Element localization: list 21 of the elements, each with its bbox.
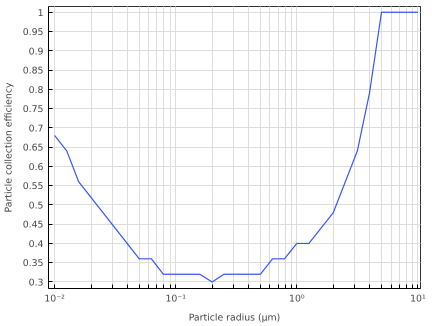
- y-tick-label: 0.6: [28, 162, 44, 173]
- y-tick-label: 1: [38, 8, 44, 19]
- y-axis-title: Particle collection efficiency: [4, 82, 15, 212]
- y-tick-label: 0.95: [22, 27, 44, 38]
- x-tick-label: 10¹: [410, 294, 426, 304]
- y-tick-label: 0.4: [28, 238, 44, 250]
- y-tick-label: 0.45: [22, 220, 44, 231]
- y-tick-label: 0.65: [22, 142, 44, 154]
- y-tick-label: 0.85: [22, 66, 44, 77]
- y-tick-label: 0.5: [28, 200, 44, 212]
- y-tick-label: 0.8: [28, 84, 44, 96]
- x-tick-label: 10⁰: [289, 294, 305, 304]
- y-tick-label: 0.35: [22, 258, 44, 270]
- y-tick-label: 0.3: [28, 277, 44, 288]
- y-tick-label: 0.9: [28, 46, 44, 58]
- x-tick-label: 10⁻¹: [165, 294, 186, 304]
- y-tick-label: 0.75: [22, 104, 44, 116]
- y-tick-label: 0.7: [28, 123, 44, 134]
- y-tick-label: 0.55: [22, 181, 44, 192]
- x-axis-title: Particle radius (µm): [188, 312, 280, 324]
- x-tick-label: 10⁻²: [44, 294, 66, 304]
